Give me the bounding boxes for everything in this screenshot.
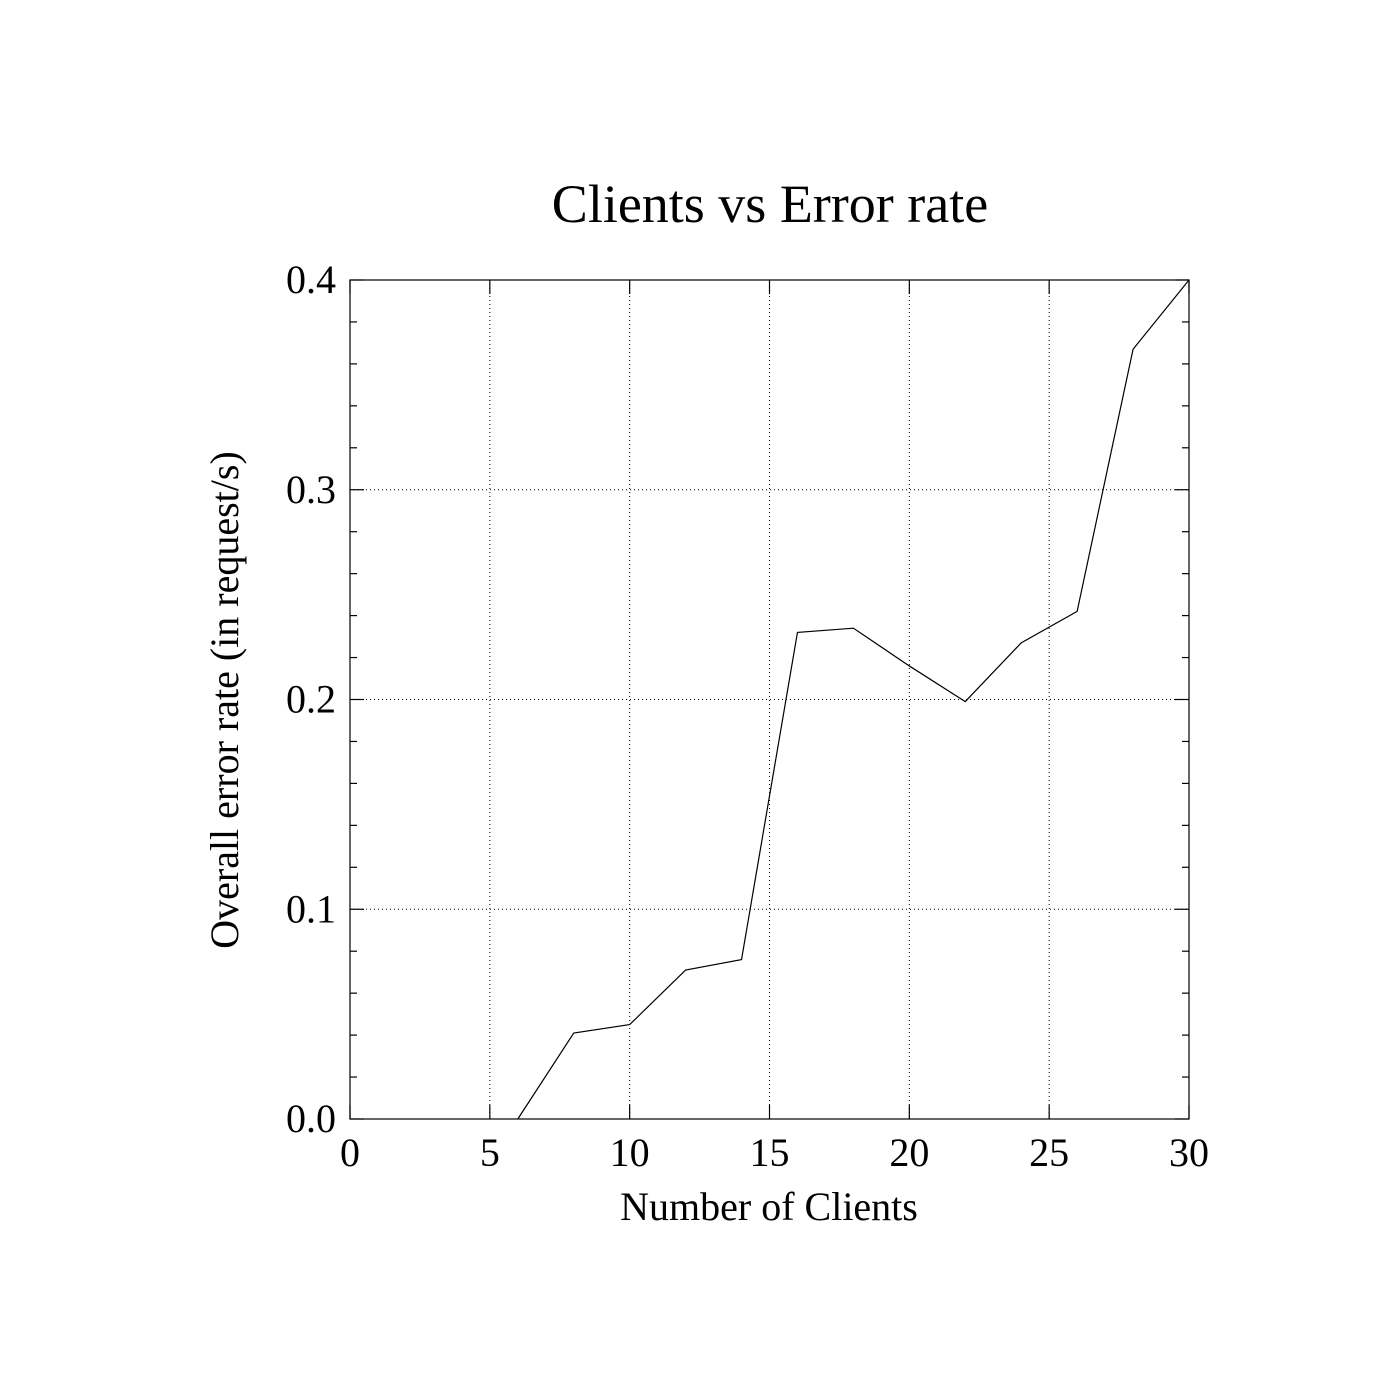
chart-title: Clients vs Error rate [552,174,988,234]
x-tick-label: 30 [1169,1130,1209,1175]
y-tick-label: 0.0 [286,1096,336,1141]
x-tick-label: 0 [340,1130,360,1175]
x-tick-label: 10 [610,1130,650,1175]
axis-tick-labels: 0 5 10 15 20 25 30 0.0 0.1 0.2 0.3 0.4 [286,257,1209,1175]
plot-frame [349,279,1190,1120]
data-series [517,279,1190,1120]
axis-ticks [349,279,1190,1120]
x-tick-label: 25 [1029,1130,1069,1175]
y-tick-label: 0.1 [286,886,336,931]
y-axis-label: Overall error rate (in request/s) [202,451,247,949]
y-tick-label: 0.3 [286,467,336,512]
y-tick-label: 0.4 [286,257,336,302]
y-tick-label: 0.2 [286,677,336,722]
x-tick-label: 15 [750,1130,790,1175]
x-axis-label: Number of Clients [620,1184,918,1229]
x-tick-label: 20 [889,1130,929,1175]
grid [350,280,1189,1119]
x-tick-label: 5 [480,1130,500,1175]
series-line [517,279,1190,1120]
